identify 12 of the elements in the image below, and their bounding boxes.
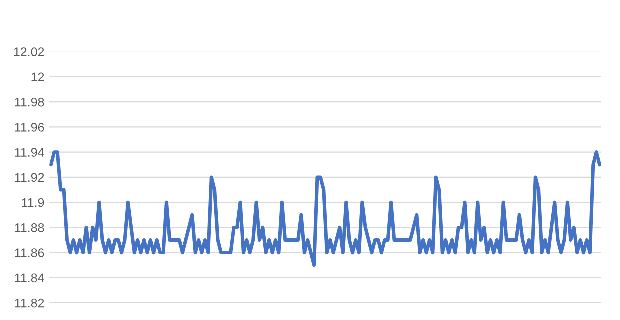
- y-tick-label: 11.82: [15, 298, 44, 308]
- y-tick-label: 11.94: [15, 148, 44, 157]
- y-tick-label: 11.84: [15, 274, 44, 283]
- y-tick-label: 11.88: [15, 223, 44, 232]
- line-series: [50, 150, 602, 268]
- y-tick-label: 12: [32, 72, 44, 82]
- y-tick-label: 12.02: [14, 48, 44, 56]
- y-tick-label: 11.86: [15, 248, 44, 258]
- y-tick-label: 11.98: [15, 98, 44, 107]
- y-tick-label: 11.9: [22, 198, 44, 208]
- y-tick-label: 11.92: [15, 173, 44, 182]
- y-tick-label: 11.96: [15, 123, 44, 132]
